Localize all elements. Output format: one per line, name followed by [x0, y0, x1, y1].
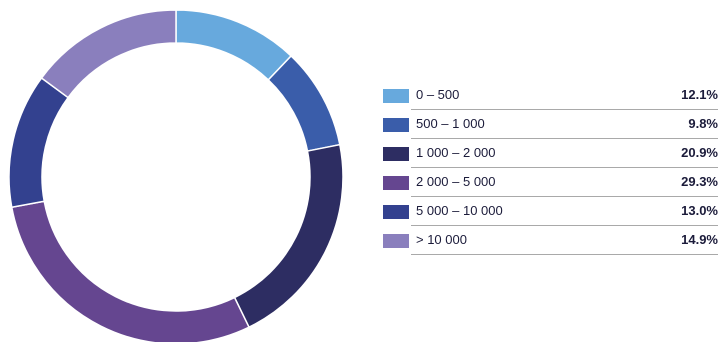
- legend-item-500-1000: 500 – 1 000 9.8%: [383, 112, 718, 141]
- legend-swatch: [383, 205, 409, 219]
- legend-item-0-500: 0 – 500 12.1%: [383, 83, 718, 112]
- legend-divider: [411, 254, 718, 255]
- legend-swatch: [383, 176, 409, 190]
- donut-slice-5000-10000: [8, 76, 70, 209]
- legend-item-2000-5000: 2 000 – 5 000 29.3%: [383, 170, 718, 199]
- legend-value: 14.9%: [681, 232, 718, 247]
- legend-label: 2 000 – 5 000: [416, 174, 496, 189]
- legend-divider: [411, 167, 718, 168]
- legend-divider: [411, 196, 718, 197]
- legend-swatch: [383, 147, 409, 161]
- donut-slice-500-1000: [267, 54, 341, 152]
- legend-swatch: [383, 234, 409, 248]
- legend-item-5000-10000: 5 000 – 10 000 13.0%: [383, 199, 718, 228]
- legend-swatch: [383, 89, 409, 103]
- legend-item-1000-2000: 1 000 – 2 000 20.9%: [383, 141, 718, 170]
- legend-value: 29.3%: [681, 174, 718, 189]
- legend-value: 12.1%: [681, 87, 718, 102]
- donut-slice-1000-2000: [233, 143, 344, 329]
- chart-legend: 0 – 500 12.1% 500 – 1 000 9.8% 1 000 – 2…: [383, 83, 718, 257]
- legend-label: 500 – 1 000: [416, 116, 485, 131]
- donut-slice-0-500: [175, 9, 293, 81]
- legend-label: 0 – 500: [416, 87, 460, 102]
- legend-value: 9.8%: [688, 116, 718, 131]
- legend-swatch: [383, 118, 409, 132]
- donut-slice-2000-5000: [10, 200, 251, 342]
- legend-value: 13.0%: [681, 203, 718, 218]
- legend-label: 5 000 – 10 000: [416, 203, 503, 218]
- legend-value: 20.9%: [681, 145, 718, 160]
- legend-divider: [411, 225, 718, 226]
- legend-label: > 10 000: [416, 232, 467, 247]
- donut-chart: [8, 9, 344, 342]
- legend-item-over-10000: > 10 000 14.9%: [383, 228, 718, 257]
- legend-divider: [411, 109, 718, 110]
- legend-label: 1 000 – 2 000: [416, 145, 496, 160]
- legend-divider: [411, 138, 718, 139]
- donut-slice-over-10000: [40, 9, 177, 99]
